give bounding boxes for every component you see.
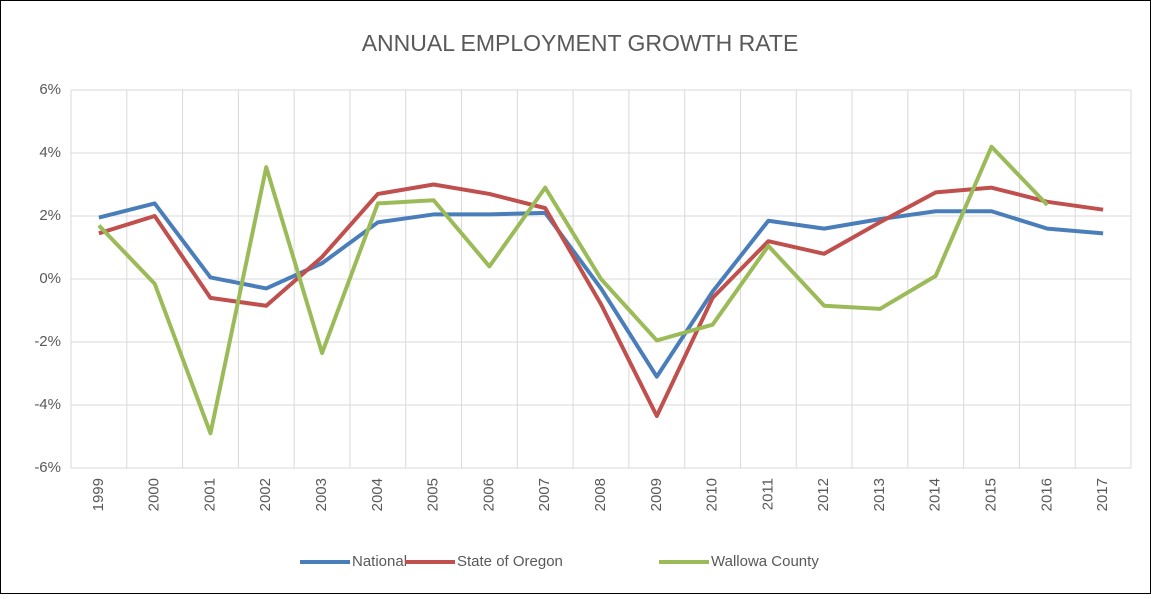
x-tick-label: 2006 [480, 478, 497, 511]
x-tick-label: 2005 [425, 478, 442, 511]
x-tick-label: 2011 [759, 478, 776, 510]
y-tick-label: 2% [39, 207, 61, 224]
y-tick-label: 4% [39, 144, 61, 161]
x-tick-label: 2002 [257, 478, 274, 511]
x-tick-label: 2014 [927, 478, 944, 511]
y-tick-label: 0% [39, 270, 61, 287]
x-tick-label: 2010 [704, 478, 721, 511]
x-tick-label: 2004 [369, 478, 386, 511]
x-tick-label: 2007 [536, 478, 553, 511]
legend-label: Wallowa County [711, 553, 819, 570]
series-line [98, 201, 1104, 379]
x-tick-label: 2017 [1094, 478, 1111, 511]
x-tick-label: 1999 [90, 478, 107, 511]
x-tick-label: 2013 [871, 478, 888, 511]
y-tick-label: -2% [34, 333, 61, 350]
y-tick-label: -4% [34, 396, 61, 413]
y-tick-label: -6% [34, 459, 61, 476]
x-tick-label: 2008 [592, 478, 609, 511]
legend-label: National [352, 553, 407, 570]
chart-title: ANNUAL EMPLOYMENT GROWTH RATE [362, 30, 799, 56]
x-tick-label: 2016 [1038, 478, 1055, 511]
x-tick-label: 2001 [201, 478, 218, 511]
x-tick-label: 2009 [648, 478, 665, 511]
y-tick-label: 6% [39, 81, 61, 98]
series-line [98, 182, 1104, 419]
x-tick-label: 2003 [313, 478, 330, 511]
x-tick-label: 2012 [815, 478, 832, 511]
x-tick-label: 2015 [982, 478, 999, 511]
x-tick-label: 2000 [146, 478, 163, 511]
series-line [97, 144, 1049, 436]
legend-label: State of Oregon [457, 553, 563, 570]
